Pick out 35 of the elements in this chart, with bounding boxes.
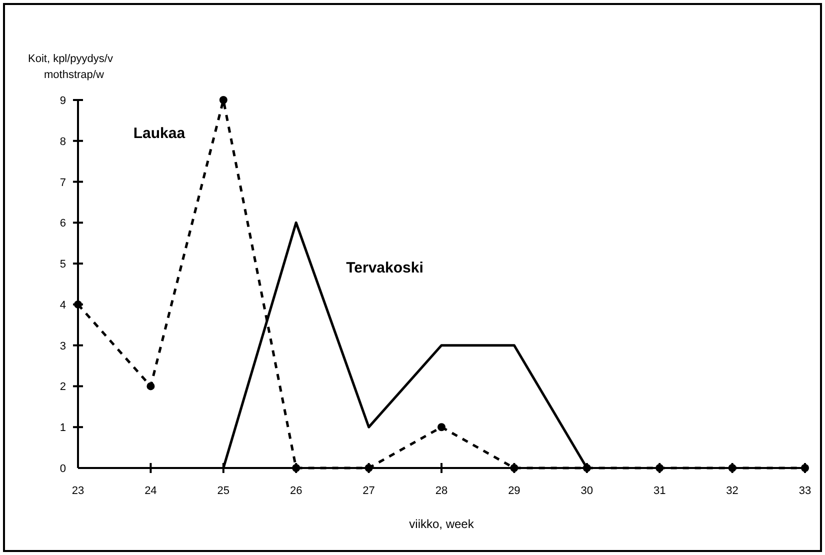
y-tick-label: 9 <box>60 95 66 107</box>
point <box>219 96 228 104</box>
y-tick-label: 4 <box>60 299 66 312</box>
point <box>801 464 809 472</box>
point <box>74 300 82 308</box>
x-tick-label: 25 <box>217 485 230 497</box>
x-tick-label: 24 <box>144 485 157 497</box>
x-tick-label: 30 <box>580 485 594 497</box>
x-tick-label: 27 <box>362 485 375 497</box>
y-axis-title: Koit, kpl/pyydys/v mothstrap/w <box>28 53 114 81</box>
x-tick-label: 28 <box>435 485 448 497</box>
point <box>438 423 446 432</box>
y-tick-label: 3 <box>60 340 66 352</box>
point <box>146 382 155 390</box>
point <box>510 464 518 472</box>
y-tick-label: 1 <box>60 422 66 434</box>
x-axis-title: viikko, week <box>409 517 475 531</box>
x-tick-label: 31 <box>653 485 666 497</box>
x-tick-label: 29 <box>508 485 520 497</box>
point <box>364 464 373 472</box>
point <box>656 464 664 472</box>
x-tick-label: 26 <box>290 485 302 497</box>
x-tick-label: 23 <box>72 485 84 497</box>
y-tick-label: 8 <box>60 136 66 148</box>
y-tick-label: 2 <box>60 381 66 394</box>
point <box>292 464 300 472</box>
series-label: Laukaa <box>133 125 186 142</box>
y-tick-label: 5 <box>60 258 66 271</box>
x-tick-label: 32 <box>726 485 738 497</box>
point <box>728 464 736 472</box>
series-label: Tervakoski <box>346 260 424 277</box>
y-tick-label: 7 <box>60 176 66 189</box>
x-tick-label: 33 <box>798 485 812 497</box>
y-tick-label: 0 <box>60 463 66 475</box>
y-tick-label: 6 <box>60 218 66 230</box>
